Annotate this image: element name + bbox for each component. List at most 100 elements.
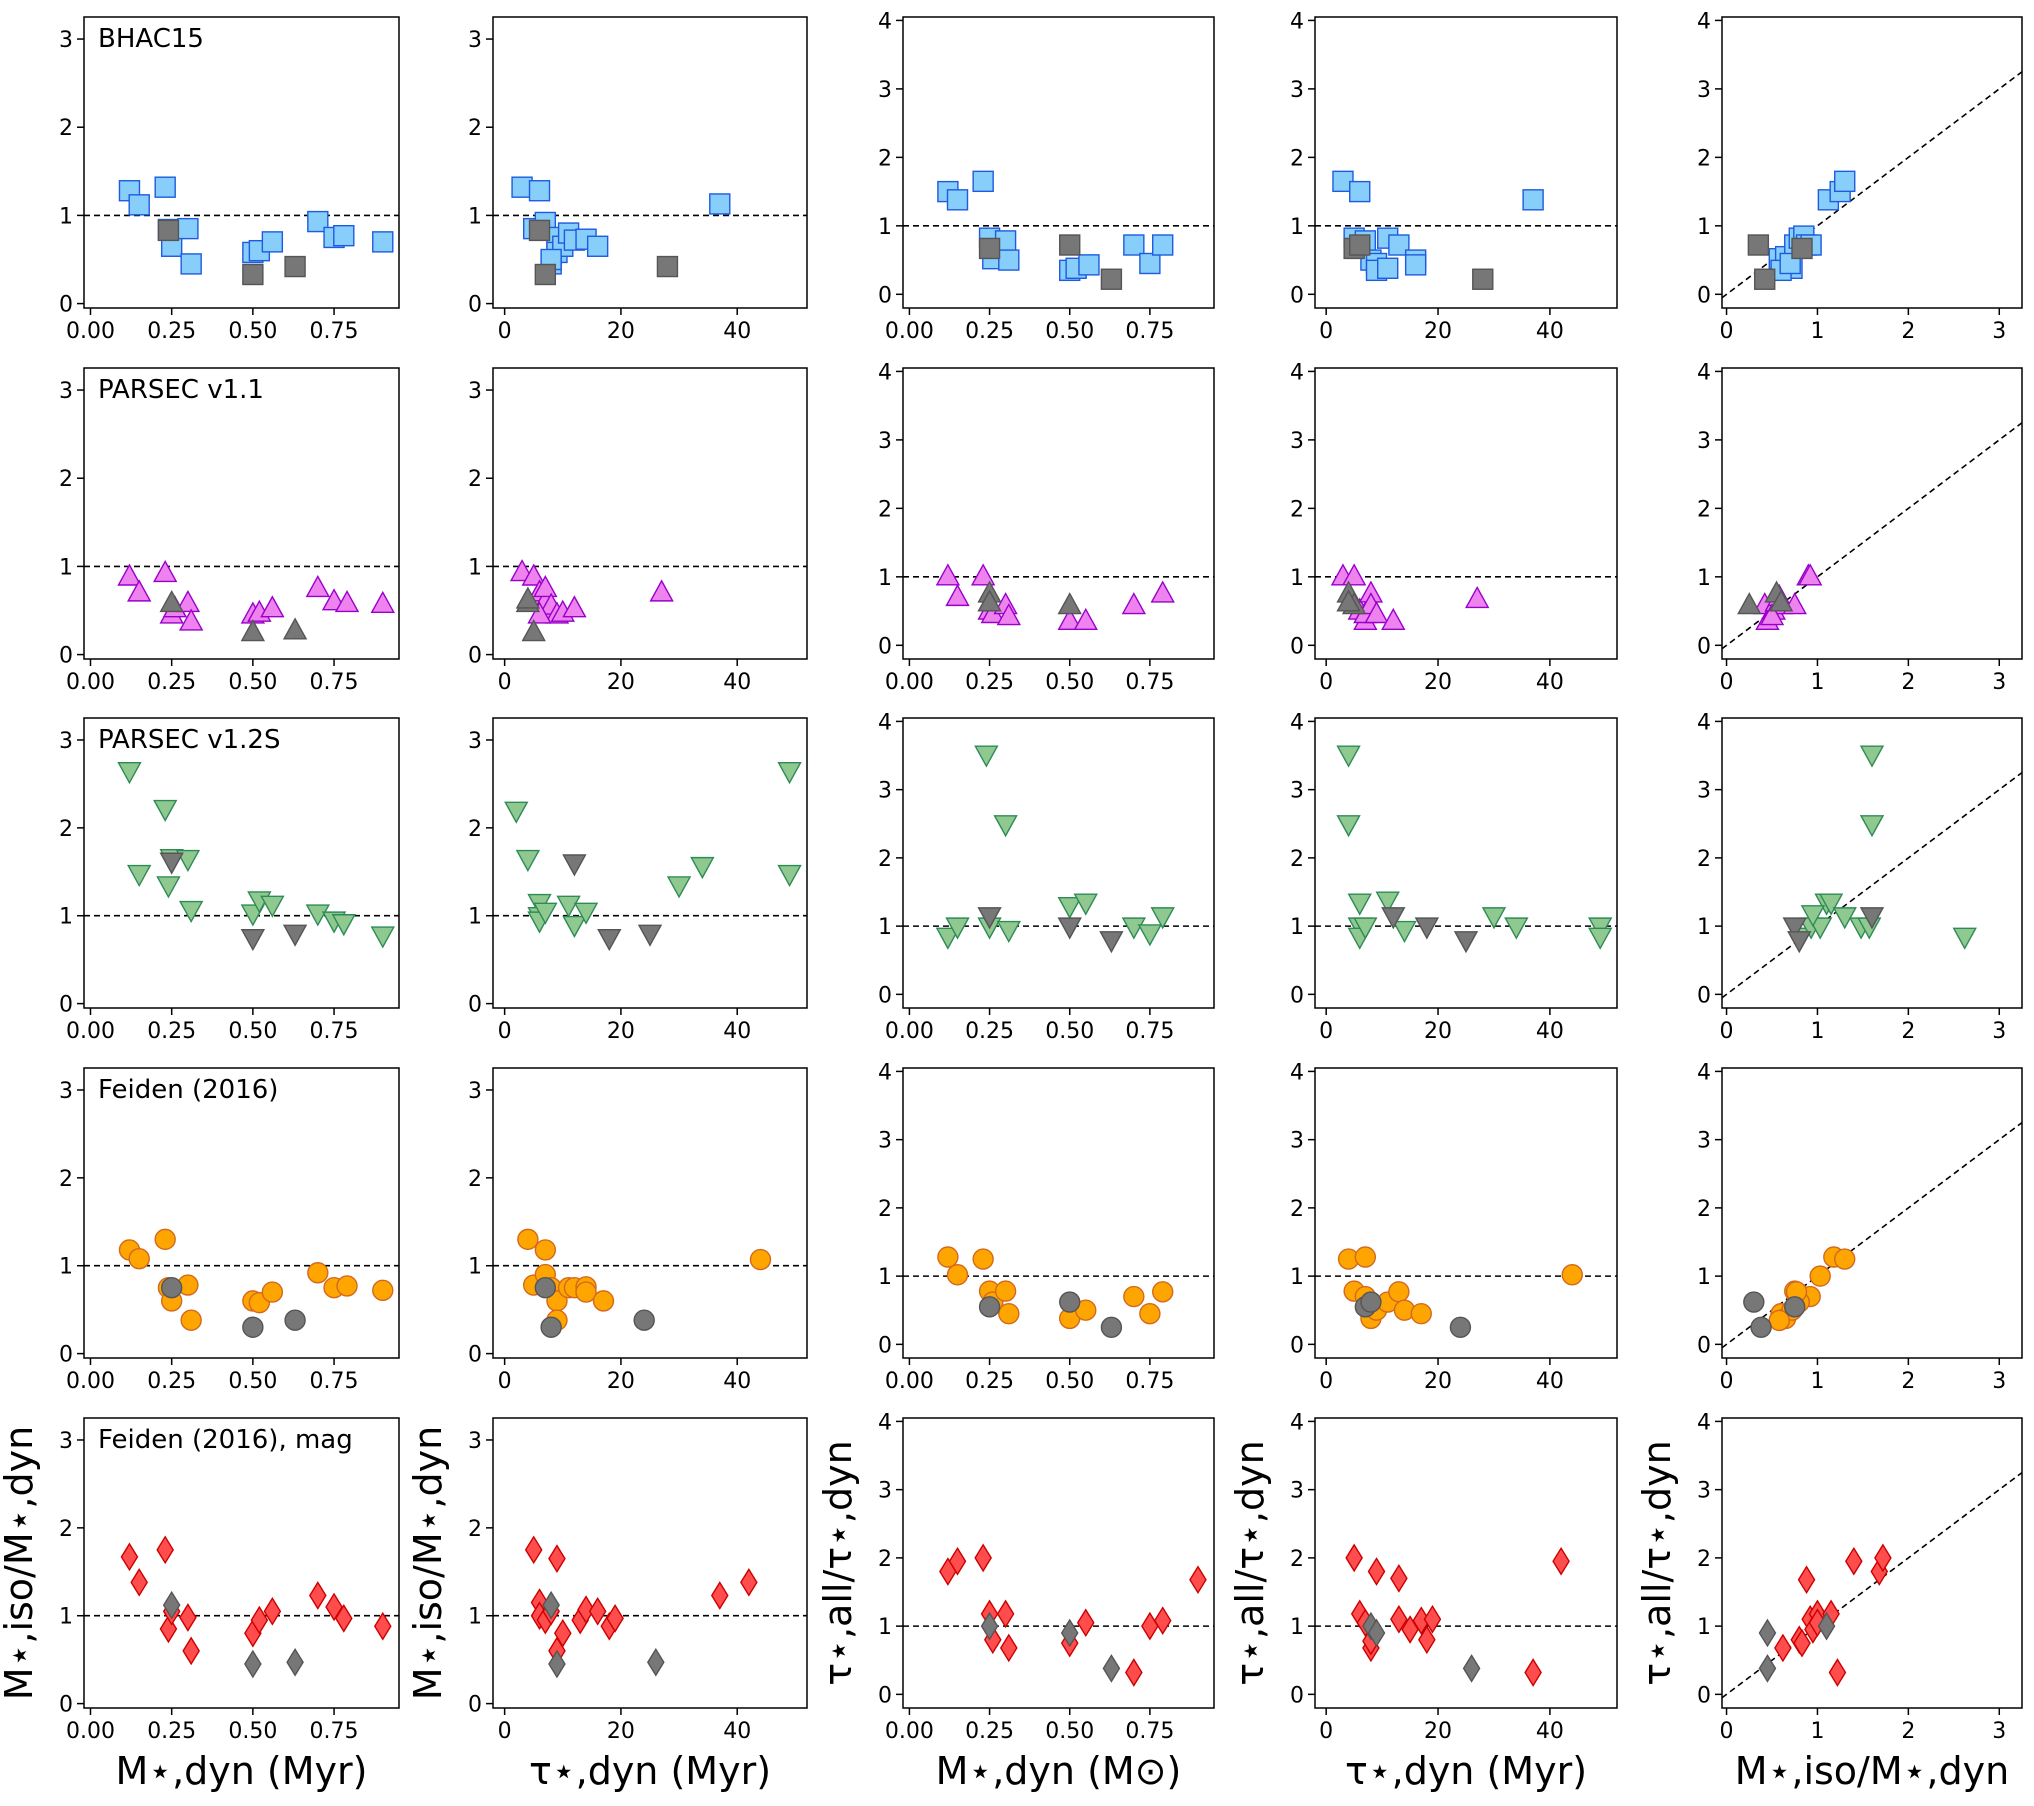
data-point <box>996 603 1021 626</box>
data-point-gray <box>980 1611 999 1641</box>
data-point <box>1797 1565 1816 1595</box>
y-tick-label: 2 <box>878 1197 892 1222</box>
x-tick-label: 2 <box>1901 1719 1915 1744</box>
x-tick-label: 1 <box>1810 670 1824 695</box>
markers <box>504 762 802 952</box>
axes-frame <box>492 717 808 1009</box>
data-point-gray <box>1349 234 1371 256</box>
data-point <box>1152 234 1174 256</box>
data-point <box>334 589 360 613</box>
markers <box>1336 745 1613 954</box>
x-tick-label: 0.50 <box>1045 1719 1094 1744</box>
data-point-gray <box>597 928 622 952</box>
data-point <box>1828 1658 1847 1687</box>
data-point-gray <box>1462 1654 1481 1683</box>
data-point <box>1078 254 1100 276</box>
y-tick-label: 0 <box>1290 634 1304 659</box>
y-tick-label: 4 <box>878 710 892 735</box>
axes-frame <box>1721 717 2023 1009</box>
data-point-gray <box>540 1316 562 1338</box>
x-tick-label: 0.50 <box>1045 1369 1094 1394</box>
axes-frame <box>902 1417 1215 1709</box>
data-point <box>945 917 970 940</box>
y-tick-label: 0 <box>1290 1333 1304 1358</box>
y-tick-label: 2 <box>59 467 73 492</box>
data-point-gray <box>1414 917 1440 940</box>
data-point <box>1874 1543 1892 1573</box>
y-tick-label: 1 <box>1290 566 1304 591</box>
data-point <box>556 895 581 918</box>
data-point-gray <box>1472 268 1494 290</box>
panel-r1-c3: 0.00 0.25 0.50 0.75 0 1 2 3 4 <box>878 9 1215 344</box>
data-point <box>128 194 150 216</box>
y-tick-label: 0 <box>468 644 482 669</box>
axes-frame <box>1314 16 1618 309</box>
y-tick-label: 2 <box>1697 1197 1711 1222</box>
data-point-gray <box>1784 1296 1806 1318</box>
panel-r2-c3: 0.00 0.25 0.50 0.75 0 1 2 3 4 <box>878 360 1215 695</box>
data-point <box>517 1228 539 1251</box>
y-tick-label: 3 <box>1290 1479 1304 1504</box>
y-tick-label: 1 <box>59 1255 73 1280</box>
y-tick-label: 1 <box>1697 915 1711 940</box>
x-tick-label: 0 <box>1720 1719 1734 1744</box>
markers <box>511 176 731 286</box>
data-point <box>946 189 969 211</box>
x-tick-label: 0.75 <box>310 319 359 344</box>
data-point <box>972 170 994 193</box>
data-point <box>1410 1302 1432 1325</box>
x-axis-title: τ⋆,dyn (Myr) <box>529 1749 771 1793</box>
data-point <box>331 914 356 937</box>
axes-frame <box>902 367 1215 660</box>
data-point-gray <box>282 924 308 947</box>
x-tick-label: 1 <box>1810 1019 1824 1044</box>
y-tick-label: 3 <box>468 28 482 53</box>
y-tick-label: 1 <box>468 905 482 930</box>
x-tick-label: 3 <box>1992 319 2006 344</box>
x-tick-label: 0.75 <box>1125 1719 1174 1744</box>
y-tick-label: 0 <box>878 983 892 1008</box>
model-label: Feiden (2016) <box>98 1075 278 1105</box>
data-point <box>666 876 692 899</box>
y-tick-label: 1 <box>468 1605 482 1630</box>
markers <box>1737 563 1823 631</box>
markers <box>117 560 395 642</box>
data-point <box>1121 917 1147 940</box>
data-point-gray <box>244 1649 262 1679</box>
data-point-gray <box>242 263 264 286</box>
axes-frame <box>83 1067 400 1359</box>
data-point <box>127 579 152 602</box>
data-point <box>1859 815 1885 838</box>
data-point-gray <box>1057 917 1082 940</box>
x-tick-label: 0 <box>1319 1369 1333 1394</box>
x-tick-label: 0.00 <box>66 670 115 695</box>
data-point <box>117 563 142 586</box>
data-point <box>130 1567 149 1597</box>
panel-r4-c4: 0 20 40 0 1 2 3 4 <box>1290 1060 1618 1394</box>
data-point <box>308 1581 327 1610</box>
x-tick-label: 0.00 <box>885 1719 934 1744</box>
axes-frame <box>1721 16 2023 309</box>
y-tick-label: 3 <box>59 729 73 754</box>
data-point <box>333 224 355 247</box>
x-tick-label: 0.00 <box>66 1019 115 1044</box>
data-point <box>1377 257 1399 279</box>
panel-r1-c4: 0 20 40 0 1 2 3 4 <box>1290 9 1618 344</box>
x-tick-label: 0.25 <box>147 1719 196 1744</box>
data-point <box>1418 1625 1436 1655</box>
data-point <box>117 762 142 785</box>
data-point <box>1768 1309 1790 1332</box>
markers <box>1345 1543 1570 1687</box>
markers <box>937 170 1174 290</box>
y-tick-label: 2 <box>1697 1547 1711 1572</box>
data-point-gray <box>284 255 306 278</box>
y-tick-label: 4 <box>1697 9 1711 34</box>
markers <box>1743 1246 1856 1338</box>
data-point <box>1139 1302 1161 1325</box>
data-point <box>372 231 394 253</box>
model-label: PARSEC v1.1 <box>98 375 264 405</box>
x-tick-label: 0.75 <box>310 1369 359 1394</box>
x-tick-label: 2 <box>1901 1369 1915 1394</box>
markers <box>1747 170 1856 290</box>
y-tick-label: 0 <box>1697 634 1711 659</box>
